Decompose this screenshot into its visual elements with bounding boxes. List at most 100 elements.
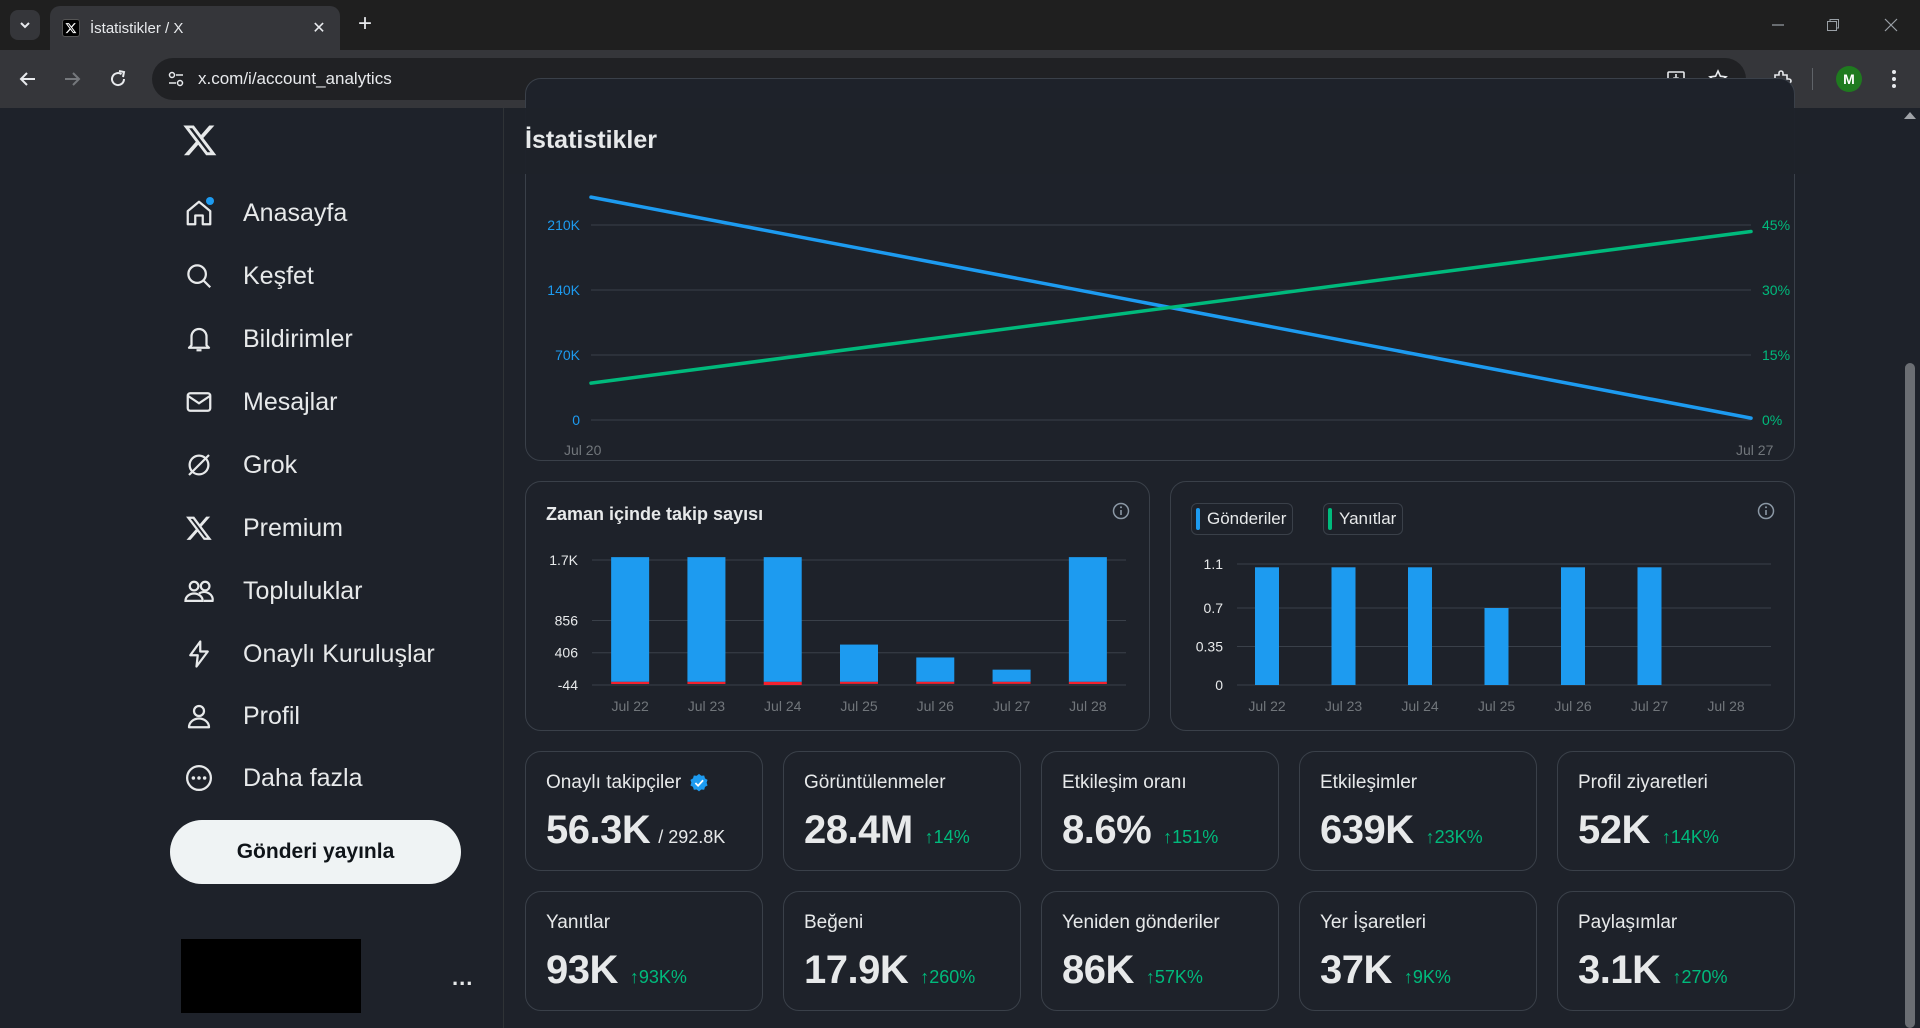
stat-value-row: 3.1K ↑270%	[1578, 948, 1728, 993]
nav-item-communities[interactable]: Topluluklar	[182, 568, 363, 614]
profile-avatar[interactable]: M	[1836, 66, 1862, 92]
info-icon[interactable]	[1757, 502, 1775, 520]
stat-engagements[interactable]: Etkileşimler 639K ↑23K%	[1299, 751, 1537, 871]
legend-replies[interactable]: Yanıtlar	[1323, 503, 1404, 535]
stat-label: Yanıtlar	[546, 912, 610, 934]
stat-value: 86K	[1062, 948, 1134, 992]
y-tick-label: 0	[1215, 677, 1223, 693]
stat-label: Paylaşımlar	[1578, 912, 1677, 934]
browser-tab-strip: İstatistikler / X ✕ +	[0, 0, 1920, 50]
scroll-thumb[interactable]	[1905, 363, 1915, 1028]
browser-tab[interactable]: İstatistikler / X ✕	[50, 6, 340, 50]
x-logo-icon[interactable]	[182, 122, 222, 162]
stat-engagement-rate[interactable]: Etkileşim oranı 8.6% ↑151%	[1041, 751, 1279, 871]
nav-item-grok[interactable]: Grok	[182, 442, 297, 488]
info-icon[interactable]	[1112, 502, 1130, 520]
tab-search-button[interactable]	[10, 10, 40, 40]
nav-label: Premium	[243, 513, 344, 542]
stat-delta: ↑14K%	[1661, 827, 1719, 847]
reload-icon[interactable]	[104, 65, 132, 93]
close-window-icon[interactable]	[1878, 12, 1904, 38]
stat-label-text: Etkileşimler	[1320, 772, 1418, 793]
stat-value-row: 17.9K ↑260%	[804, 948, 975, 993]
y-tick-label: 1.1	[1204, 556, 1224, 572]
stat-value-row: 28.4M ↑14%	[804, 808, 970, 853]
stat-bookmarks[interactable]: Yer İşaretleri 37K ↑9K%	[1299, 891, 1537, 1011]
nav-item-explore[interactable]: Keşfet	[182, 253, 314, 299]
new-tab-button[interactable]: +	[357, 10, 372, 37]
stat-label-text: Görüntülenmeler	[804, 772, 946, 793]
stat-reposts[interactable]: Yeniden gönderiler 86K ↑57K%	[1041, 891, 1279, 1011]
bar-unfollows	[1068, 681, 1107, 684]
stat-label-text: Yer İşaretleri	[1320, 912, 1426, 933]
stat-impressions[interactable]: Görüntülenmeler 28.4M ↑14%	[783, 751, 1021, 871]
stat-label-text: Yanıtlar	[546, 912, 611, 933]
forward-icon[interactable]	[58, 65, 86, 93]
y-tick-label: -44	[558, 677, 578, 693]
url-text: x.com/i/account_analytics	[198, 69, 392, 88]
main-content: İstatistikler 0 0% 70K 15% 140K 30% 210K 45% Jul…	[505, 78, 1900, 1028]
restore-icon[interactable]	[1820, 12, 1846, 38]
menu-kebab-icon[interactable]	[1880, 65, 1908, 93]
account-more-button[interactable]: ...	[452, 965, 474, 990]
stat-delta: ↑93K%	[629, 967, 687, 987]
legend-swatch	[1328, 508, 1332, 530]
minimize-icon[interactable]	[1765, 12, 1791, 38]
stat-delta: ↑9K%	[1403, 967, 1451, 987]
legend-label: Yanıtlar	[1339, 509, 1397, 528]
x-tick-label: Jul 22	[611, 698, 649, 714]
tab-title: İstatistikler / X	[90, 19, 184, 37]
bar-posts	[1331, 567, 1356, 685]
stat-value: 17.9K	[804, 948, 909, 992]
site-info-icon[interactable]	[164, 67, 188, 91]
nav-item-profile[interactable]: Profil	[182, 693, 300, 739]
nav-item-notifications[interactable]: Bildirimler	[182, 316, 353, 362]
notification-dot	[206, 197, 214, 205]
y-left-tick-label: 70K	[555, 347, 581, 363]
stat-value: 93K	[546, 948, 618, 992]
legend-posts[interactable]: Gönderiler	[1191, 503, 1294, 535]
stat-profile-visits[interactable]: Profil ziyaretleri 52K ↑14K%	[1557, 751, 1795, 871]
scroll-up-arrow-icon[interactable]	[1904, 112, 1916, 119]
post-button[interactable]: Gönderi yayınla	[170, 820, 461, 884]
stat-replies[interactable]: Yanıtlar 93K ↑93K%	[525, 891, 763, 1011]
stat-verified-followers[interactable]: Onaylı takipçiler 56.3K / 292.8K	[525, 751, 763, 871]
stat-value-row: 52K ↑14K%	[1578, 808, 1719, 853]
tab-close-icon[interactable]: ✕	[312, 20, 326, 37]
y-right-tick-label: 15%	[1762, 347, 1790, 363]
nav-label: Profil	[243, 701, 300, 730]
stat-label: Yer İşaretleri	[1320, 912, 1426, 934]
back-icon[interactable]	[14, 65, 42, 93]
nav-item-home[interactable]: Anasayfa	[182, 190, 347, 236]
bar-unfollows	[916, 681, 955, 684]
nav-item-more[interactable]: Daha fazla	[182, 755, 363, 801]
bar-follows	[840, 644, 878, 682]
stat-total: / 292.8K	[658, 827, 726, 847]
stat-label: Yeniden gönderiler	[1062, 912, 1220, 934]
stat-label-text: Profil ziyaretleri	[1578, 772, 1708, 793]
stat-likes[interactable]: Beğeni 17.9K ↑260%	[783, 891, 1021, 1011]
grok-icon	[182, 448, 216, 482]
y-tick-label: 1.7K	[549, 552, 578, 568]
nav-item-verified-orgs[interactable]: Onaylı Kuruluşlar	[182, 631, 435, 677]
nav-label: Daha fazla	[243, 763, 363, 792]
x-tick-label: Jul 24	[1401, 698, 1439, 714]
page-header: İstatistikler	[505, 108, 1810, 174]
page-scrollbar[interactable]	[1900, 108, 1920, 1028]
nav-label: Onaylı Kuruluşlar	[243, 639, 435, 668]
followers-bar-chart: -44 406 856 1.7K Jul 22 Jul 23 Jul 24 Jul 25 Jul…	[549, 552, 1126, 714]
stat-delta: ↑57K%	[1145, 967, 1203, 987]
nav-item-messages[interactable]: Mesajlar	[182, 379, 337, 425]
chevron-down-icon	[20, 22, 30, 29]
nav-item-premium[interactable]: Premium	[182, 505, 343, 551]
bar-follows	[763, 557, 802, 682]
nav-label: Anasayfa	[243, 198, 348, 227]
x-tick-label: Jul 26	[1554, 698, 1592, 714]
y-tick-label: 0.7	[1204, 600, 1224, 616]
bar-unfollows	[840, 681, 878, 684]
account-switcher-redacted[interactable]	[181, 939, 361, 1013]
x-tick-label: Jul 24	[764, 698, 802, 714]
nav-label: Keşfet	[243, 261, 314, 290]
stat-shares[interactable]: Paylaşımlar 3.1K ↑270%	[1557, 891, 1795, 1011]
y-right-tick-label: 45%	[1762, 217, 1790, 233]
